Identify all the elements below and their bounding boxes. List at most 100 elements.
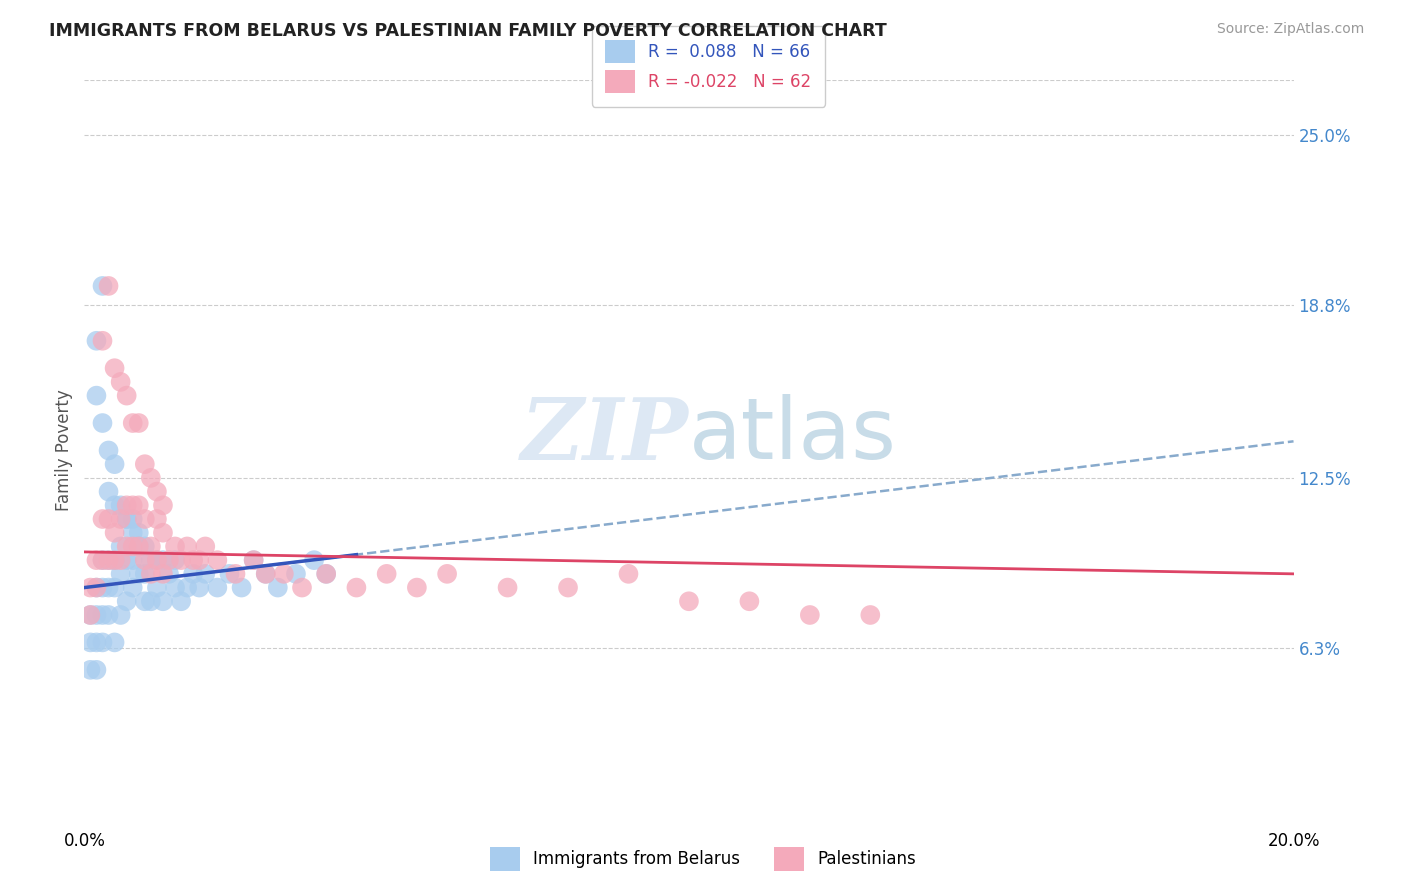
Point	[91, 607, 114, 622]
Point	[79, 607, 101, 622]
Point	[170, 553, 193, 567]
Point	[97, 607, 120, 622]
Point	[104, 525, 127, 540]
Point	[188, 581, 211, 595]
Point	[91, 416, 114, 430]
Point	[110, 512, 132, 526]
Point	[242, 553, 264, 567]
Point	[79, 663, 101, 677]
Point	[86, 581, 108, 595]
Point	[91, 334, 114, 348]
Point	[346, 581, 368, 595]
Point	[86, 334, 108, 348]
Point	[91, 553, 114, 567]
Point	[91, 581, 114, 595]
Point	[496, 581, 519, 595]
Point	[97, 443, 120, 458]
Point	[139, 553, 162, 567]
Point	[128, 566, 150, 581]
Point	[79, 607, 101, 622]
Point	[738, 594, 761, 608]
Point	[91, 635, 114, 649]
Point	[115, 389, 138, 403]
Point	[104, 457, 127, 471]
Point	[104, 581, 127, 595]
Point	[104, 498, 127, 512]
Point	[86, 663, 108, 677]
Point	[225, 566, 247, 581]
Point	[110, 607, 132, 622]
Point	[91, 553, 114, 567]
Point	[115, 553, 138, 567]
Point	[139, 540, 162, 554]
Point	[218, 566, 240, 581]
Point	[86, 553, 108, 567]
Point	[121, 553, 143, 567]
Point	[176, 540, 198, 554]
Point	[134, 553, 156, 567]
Point	[152, 566, 174, 581]
Point	[194, 540, 217, 554]
Point	[128, 540, 150, 554]
Point	[121, 512, 143, 526]
Point	[97, 553, 120, 567]
Point	[115, 540, 138, 554]
Point	[285, 566, 308, 581]
Point	[165, 540, 187, 554]
Point	[110, 498, 132, 512]
Point	[799, 607, 821, 622]
Point	[315, 566, 337, 581]
Point	[134, 540, 156, 554]
Point	[97, 553, 120, 567]
Point	[97, 279, 120, 293]
Point	[859, 607, 882, 622]
Point	[273, 566, 295, 581]
Point	[194, 566, 217, 581]
Point	[110, 375, 132, 389]
Point	[267, 581, 290, 595]
Point	[134, 594, 156, 608]
Legend: R =  0.088   N = 66, R = -0.022   N = 62: R = 0.088 N = 66, R = -0.022 N = 62	[592, 26, 825, 107]
Point	[146, 581, 169, 595]
Point	[91, 512, 114, 526]
Point	[375, 566, 398, 581]
Text: ZIP: ZIP	[522, 394, 689, 477]
Point	[181, 553, 204, 567]
Point	[139, 566, 162, 581]
Point	[121, 498, 143, 512]
Point	[134, 512, 156, 526]
Text: atlas: atlas	[689, 394, 897, 477]
Point	[152, 498, 174, 512]
Point	[176, 581, 198, 595]
Point	[188, 553, 211, 567]
Point	[91, 279, 114, 293]
Point	[165, 553, 187, 567]
Point	[207, 553, 229, 567]
Point	[79, 581, 101, 595]
Point	[86, 581, 108, 595]
Point	[134, 457, 156, 471]
Point	[139, 594, 162, 608]
Point	[207, 581, 229, 595]
Point	[115, 594, 138, 608]
Point	[104, 635, 127, 649]
Point	[152, 525, 174, 540]
Point	[115, 512, 138, 526]
Point	[86, 607, 108, 622]
Point	[557, 581, 579, 595]
Point	[104, 361, 127, 376]
Point	[79, 635, 101, 649]
Point	[242, 553, 264, 567]
Point	[254, 566, 277, 581]
Point	[152, 594, 174, 608]
Point	[128, 416, 150, 430]
Point	[302, 553, 325, 567]
Legend: Immigrants from Belarus, Palestinians: Immigrants from Belarus, Palestinians	[482, 839, 924, 880]
Point	[97, 512, 120, 526]
Text: Source: ZipAtlas.com: Source: ZipAtlas.com	[1216, 22, 1364, 37]
Point	[406, 581, 429, 595]
Point	[128, 525, 150, 540]
Point	[157, 566, 180, 581]
Point	[115, 498, 138, 512]
Y-axis label: Family Poverty: Family Poverty	[55, 390, 73, 511]
